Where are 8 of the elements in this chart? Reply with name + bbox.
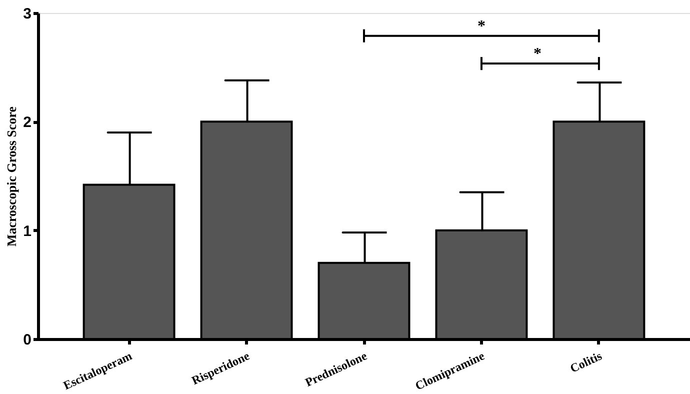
annotation: * bbox=[533, 46, 542, 63]
y-axis-title: Macroscopic Gross Score bbox=[4, 106, 20, 247]
y-tick-label: 1 bbox=[23, 222, 32, 240]
y-tick-label: 3 bbox=[23, 6, 32, 22]
y-tick-label: 0 bbox=[23, 332, 32, 348]
annotation: * bbox=[477, 18, 486, 35]
x-tick-label: Colitis bbox=[568, 348, 604, 376]
y-tick-label: 2 bbox=[23, 114, 32, 132]
